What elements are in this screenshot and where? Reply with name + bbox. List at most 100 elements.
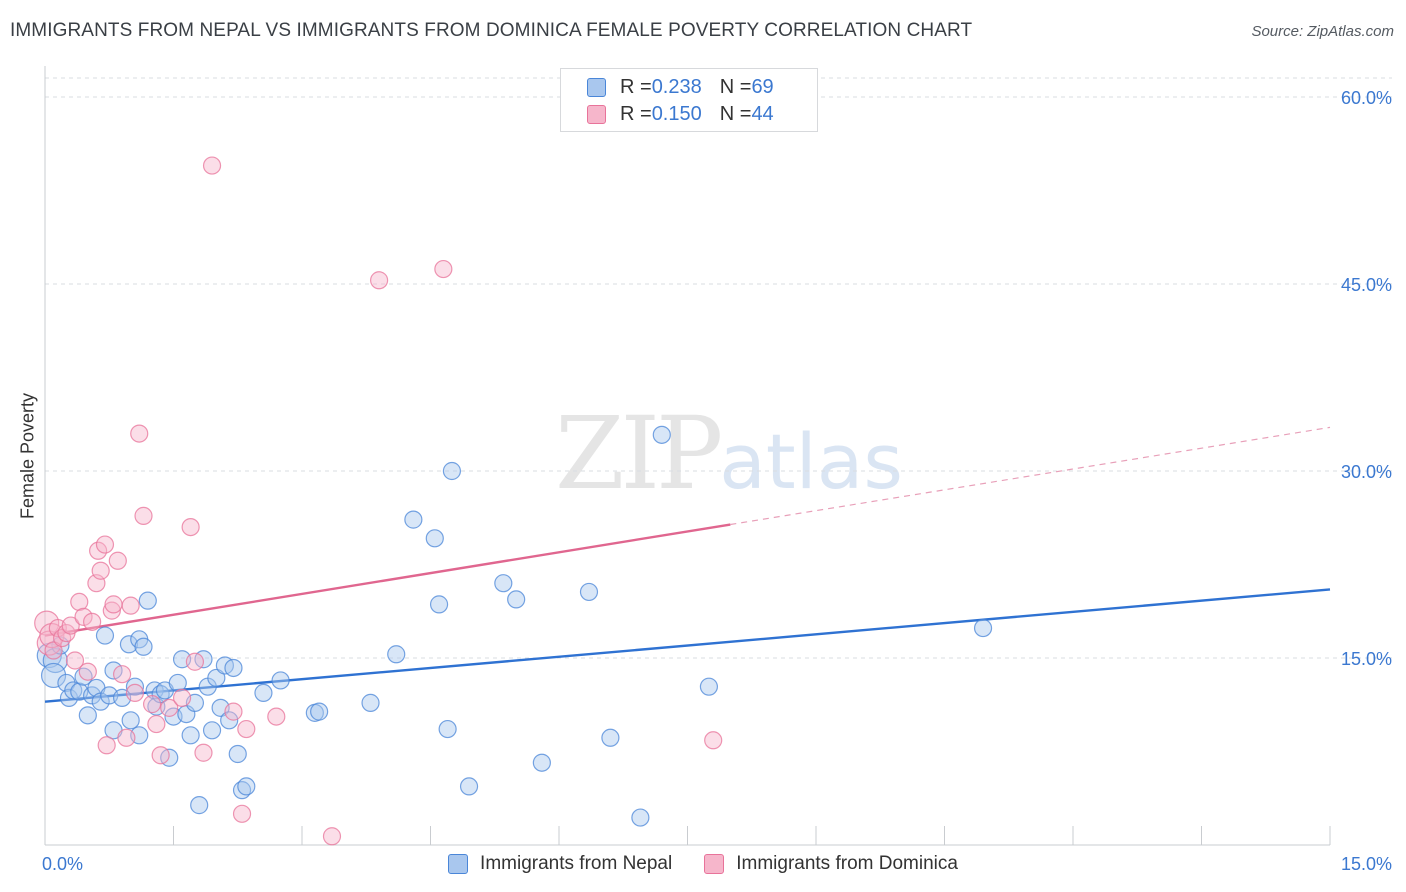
dominica-point [194,743,213,762]
nepal-point [78,706,97,725]
legend-n-value: 44 [751,102,774,125]
x-tick-label: 0.0% [42,854,83,874]
dominica-point [185,652,205,671]
nepal-point [138,591,157,610]
trend-layer [44,426,1331,703]
dominica-point [91,561,110,580]
nepal-point [119,635,139,654]
tick-label-layer: 15.0% 30.0% 45.0% 60.0% 0.0% 15.0% [42,88,1392,874]
nepal-point [310,702,329,721]
nepal-point [40,662,67,689]
legend-swatch-nepal [587,77,606,97]
legend-row-nepal: R = 0.238 N = 69 [587,74,774,100]
y-tick-label: 60.0% [1341,88,1392,108]
axis-layer [44,66,1331,846]
dominica-point [102,601,121,620]
nepal-point [271,671,290,690]
nepal-point [237,777,256,796]
watermark-atlas: atlas [719,417,903,506]
nepal-point [134,637,153,656]
points-layer [34,156,993,846]
dominica-point [232,804,252,823]
dominica-point [704,731,723,750]
legend-r-value: 0.150 [651,102,702,125]
dominica-point [224,702,243,721]
legend-r-value: 0.238 [651,75,702,98]
y-tick-label: 15.0% [1341,649,1392,669]
dominica-point [134,506,153,525]
dominica-point [65,651,85,670]
dominica-point [202,156,222,175]
dominica-trend-extension [730,426,1331,526]
dominica-point [370,271,389,290]
nepal-point [429,595,449,614]
dominica-point [121,596,140,615]
correlation-legend: R = 0.238 N = 69 R = 0.150 N = 44 [560,68,818,132]
legend-n-label: N = [719,102,752,125]
legend-n-label: N = [719,75,752,98]
legend-swatch-dominica [587,104,606,124]
legend-item-nepal[interactable]: Immigrants from Nepal [448,853,672,875]
dominica-point [172,688,192,707]
dominica-point [434,259,453,279]
watermark: ZIPatlas [555,395,903,512]
dominica-point [160,698,179,717]
nepal-point [220,711,239,730]
dominica-point [44,641,63,660]
dominica-point [125,683,145,703]
dominica-point [142,695,162,714]
nepal-trend-line [44,588,1331,703]
dominica-point [104,595,123,614]
dominica-point [112,665,132,684]
watermark-zip: ZIP [555,395,723,512]
source-label: Source: ZipAtlas.com [1251,23,1394,40]
legend-n-value: 69 [751,75,774,98]
nepal-point [202,721,222,740]
dominica-point [61,616,80,635]
nepal-point [95,626,115,645]
legend-r-label: R = [620,102,652,125]
dominica-point [181,517,200,537]
dominica-point [147,714,166,734]
dominica-point [78,662,97,681]
nepal-point [168,673,187,693]
legend-item-dominica[interactable]: Immigrants from Dominica [704,853,958,875]
nepal-point [181,726,200,745]
dominica-point [108,551,127,570]
legend-swatch-nepal [448,854,469,874]
dominica-point [95,535,115,554]
dominica-point [39,622,65,649]
nepal-point [125,677,145,696]
nepal-point [442,461,462,481]
nepal-point [652,425,671,444]
dominica-point [151,746,170,765]
grid-layer [45,77,1392,659]
dominica-point [89,541,108,560]
nepal-point [459,777,479,796]
nepal-point [387,645,406,664]
chart-title: IMMIGRANTS FROM NEPAL VS IMMIGRANTS FROM… [10,20,973,41]
nepal-point [973,618,993,638]
y-tick-label: 45.0% [1341,275,1392,295]
dominica-point [130,424,149,443]
dominica-point [74,607,93,626]
nepal-point [64,681,83,700]
dominica-point [267,707,286,726]
legend-swatch-dominica [704,854,725,874]
nepal-point [631,808,650,827]
dominica-point [97,736,116,755]
series-legend: Immigrants from Nepal Immigrants from Do… [0,850,1406,878]
nepal-point [361,693,380,712]
dominica-point [117,728,136,747]
nepal-point [57,673,76,693]
nepal-point [228,744,247,764]
nepal-point [224,658,243,678]
dominica-point [83,612,102,631]
nepal-point [494,574,513,593]
nepal-point [121,711,140,730]
dominica-point [237,719,256,739]
legend-label-dominica: Immigrants from Dominica [736,853,958,874]
x-tick-label: 15.0% [1341,854,1392,874]
y-tick-label: 30.0% [1341,462,1392,482]
